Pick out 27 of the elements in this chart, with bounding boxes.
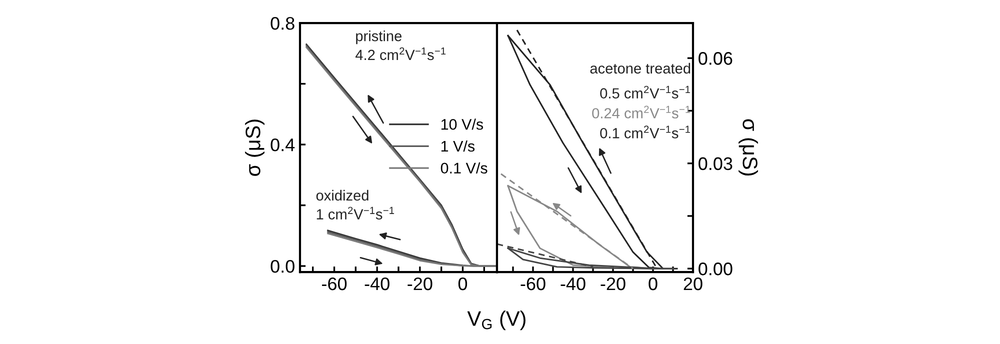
- annotation: 0.5 cm$^{2}$V$^{−1}$s$^{−1}$: [600, 86, 690, 98]
- x-axis-title: V$_{G}$ (V): [467, 310, 526, 330]
- annotation: 0.1 cm$^{2}$V$^{−1}$s$^{−1}$: [600, 126, 690, 138]
- legend-label: 1 V/s: [441, 140, 475, 152]
- y-tick-label: 0.06: [698, 52, 732, 65]
- annotation: pristine 4.2 cm$^{2}$V$^{−1}$s$^{−1}$: [355, 30, 446, 60]
- y-tick-label: 0.00: [698, 262, 732, 276]
- annotation: acetone treated: [590, 62, 690, 74]
- x-tick-label: -20: [600, 277, 626, 290]
- y-tick-label: 0.4: [270, 138, 295, 152]
- y-axis-title: σ (μS): [738, 119, 758, 176]
- legend-label: 0.1 V/s: [440, 162, 488, 174]
- x-tick-label: -60: [322, 277, 347, 290]
- annotation: oxidized 1 cm$^{2}$V$^{−1}$s$^{−1}$: [316, 190, 394, 220]
- x-tick-label: -20: [408, 277, 432, 290]
- y-tick-label: 0.03: [698, 157, 732, 170]
- x-tick-label: -60: [520, 277, 546, 290]
- legend-label: 10 V/s: [441, 118, 484, 130]
- x-tick-label: 0: [458, 277, 468, 290]
- annotation: 0.24 cm$^{2}$V$^{−1}$s$^{−1}$: [592, 106, 690, 118]
- x-tick-label: -40: [364, 277, 390, 290]
- x-tick-label: -40: [560, 277, 586, 290]
- x-tick-label: 0: [648, 277, 658, 290]
- y-axis-title: σ (μS): [245, 120, 264, 176]
- x-tick-label: 20: [684, 277, 702, 290]
- y-tick-label: 0.8: [270, 16, 294, 30]
- y-tick-label: 0.0: [270, 260, 294, 273]
